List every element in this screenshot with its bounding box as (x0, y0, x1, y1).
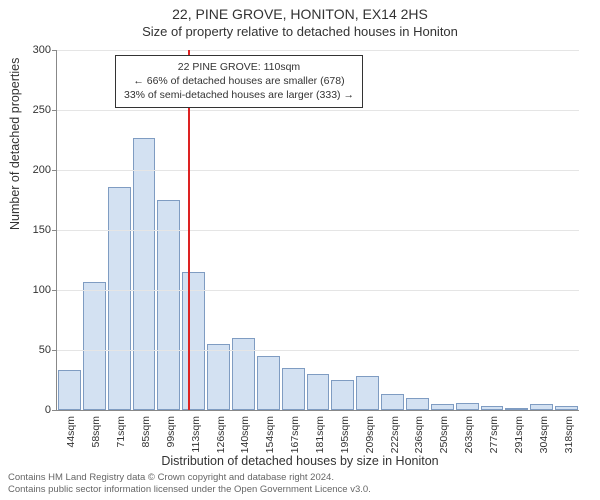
xtick-label: 181sqm (314, 416, 326, 453)
ytick-mark (52, 50, 57, 51)
credit-line-1: Contains HM Land Registry data © Crown c… (8, 472, 371, 484)
xtick-label: 140sqm (239, 416, 251, 453)
ytick-mark (52, 350, 57, 351)
ytick-mark (52, 410, 57, 411)
xtick-label: 222sqm (389, 416, 401, 453)
bar (331, 380, 354, 410)
bar (381, 394, 404, 410)
ytick-mark (52, 290, 57, 291)
bar (108, 187, 131, 410)
xtick-label: 318sqm (563, 416, 575, 453)
xtick-label: 58sqm (90, 416, 102, 448)
xtick-label: 167sqm (289, 416, 301, 453)
ytick-mark (52, 170, 57, 171)
bar (157, 200, 180, 410)
bar (456, 403, 479, 410)
xtick-label: 236sqm (413, 416, 425, 453)
bar (83, 282, 106, 410)
annotation-line: ← 66% of detached houses are smaller (67… (124, 74, 354, 88)
figure: 22, PINE GROVE, HONITON, EX14 2HS Size o… (0, 0, 600, 500)
xtick-label: 85sqm (140, 416, 152, 448)
bar (307, 374, 330, 410)
page-subtitle: Size of property relative to detached ho… (0, 22, 600, 39)
xtick-label: 99sqm (165, 416, 177, 448)
bar (481, 406, 504, 410)
bar (505, 408, 528, 410)
xtick-label: 154sqm (264, 416, 276, 453)
ytick-label: 200 (33, 164, 51, 176)
ytick-label: 150 (33, 224, 51, 236)
ytick-label: 0 (45, 404, 51, 416)
gridline (57, 350, 579, 351)
bar (58, 370, 81, 410)
ytick-mark (52, 110, 57, 111)
credit-line-2: Contains public sector information licen… (8, 484, 371, 496)
y-axis-title: Number of detached properties (8, 58, 22, 230)
histogram-plot: 44sqm58sqm71sqm85sqm99sqm113sqm126sqm140… (56, 50, 579, 411)
xtick-label: 277sqm (488, 416, 500, 453)
xtick-label: 304sqm (538, 416, 550, 453)
gridline (57, 290, 579, 291)
xtick-label: 250sqm (438, 416, 450, 453)
titles: 22, PINE GROVE, HONITON, EX14 2HS Size o… (0, 0, 600, 39)
bar (207, 344, 230, 410)
gridline (57, 50, 579, 51)
xtick-label: 209sqm (364, 416, 376, 453)
bar (257, 356, 280, 410)
ytick-label: 300 (33, 44, 51, 56)
xtick-label: 291sqm (513, 416, 525, 453)
bar (431, 404, 454, 410)
bar (555, 406, 578, 410)
bar (282, 368, 305, 410)
bar (530, 404, 553, 410)
x-axis-title: Distribution of detached houses by size … (0, 454, 600, 468)
bar (133, 138, 156, 410)
ytick-label: 100 (33, 284, 51, 296)
annotation-line: 22 PINE GROVE: 110sqm (124, 60, 354, 74)
gridline (57, 170, 579, 171)
bar (232, 338, 255, 410)
xtick-label: 263sqm (463, 416, 475, 453)
gridline (57, 110, 579, 111)
annotation-line: 33% of semi-detached houses are larger (… (124, 88, 354, 102)
bar (356, 376, 379, 410)
ytick-mark (52, 230, 57, 231)
xtick-label: 195sqm (339, 416, 351, 453)
xtick-label: 113sqm (190, 416, 202, 453)
bar (182, 272, 205, 410)
xtick-label: 126sqm (215, 416, 227, 453)
ytick-label: 250 (33, 104, 51, 116)
annotation-box: 22 PINE GROVE: 110sqm← 66% of detached h… (115, 55, 363, 108)
ytick-label: 50 (39, 344, 51, 356)
credit-text: Contains HM Land Registry data © Crown c… (8, 472, 371, 496)
xtick-label: 44sqm (65, 416, 77, 448)
page-title: 22, PINE GROVE, HONITON, EX14 2HS (0, 0, 600, 22)
xtick-label: 71sqm (115, 416, 127, 448)
bar (406, 398, 429, 410)
gridline (57, 230, 579, 231)
